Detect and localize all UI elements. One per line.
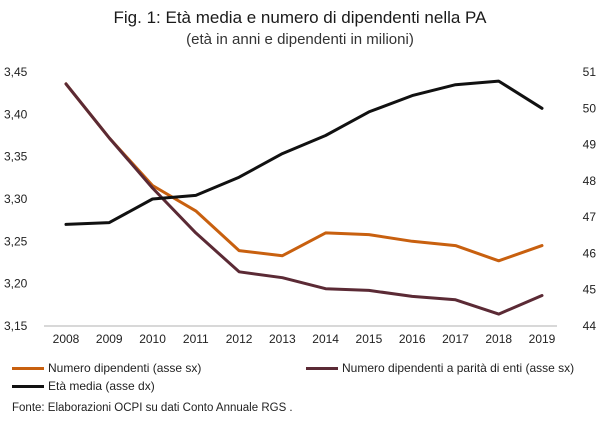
legend-item-eta-media: Età media (asse dx) (12, 379, 155, 393)
x-tick-label: 2011 (183, 332, 209, 346)
y-right-tick-label: 50 (583, 101, 597, 115)
legend-label-eta-media: Età media (asse dx) (48, 379, 155, 393)
y-left-tick-label: 3,40 (4, 107, 28, 121)
x-tick-label: 2019 (529, 332, 556, 346)
chart-axes: 2008 2009 2010 2011 2012 2013 2014 2015 2016 2017… (4, 65, 596, 346)
y-right-tick-label: 45 (583, 283, 597, 297)
y-right-tick-label: 49 (583, 138, 597, 152)
chart-subtitle: (età in anni e dipendenti in milioni) (186, 31, 414, 48)
series-line-2 (64, 79, 544, 226)
legend-swatch-parita-enti (306, 366, 338, 370)
y-right-tick-label: 44 (583, 319, 597, 333)
x-tick-label: 2014 (312, 332, 339, 346)
x-tick-label: 2009 (96, 332, 123, 346)
y-left-tick-label: 3,35 (4, 150, 28, 164)
y-right-tick-label: 46 (583, 246, 597, 260)
legend-swatch-eta-media (12, 384, 44, 388)
legend-label-parita-enti: Numero dipendenti a parità di enti (asse… (342, 361, 575, 375)
legend-swatch-numero-dipendenti (12, 366, 44, 370)
y-left-tick-label: 3,15 (4, 319, 28, 333)
x-tick-label: 2018 (485, 332, 512, 346)
x-tick-label: 2016 (399, 332, 426, 346)
legend-label-numero-dipendenti: Numero dipendenti (asse sx) (48, 361, 202, 375)
legend-item-numero-dipendenti: Numero dipendenti (asse sx) (12, 361, 201, 375)
chart-series (64, 79, 544, 316)
x-tick-label: 2013 (269, 332, 296, 346)
y-right-tick-label: 51 (583, 65, 597, 79)
source-note: Fonte: Elaborazioni OCPI su dati Conto A… (12, 402, 293, 414)
x-tick-label: 2008 (53, 332, 80, 346)
x-tick-label: 2012 (226, 332, 253, 346)
x-tick-label: 2010 (139, 332, 166, 346)
series-line-1 (64, 82, 544, 316)
y-left-tick-label: 3,30 (4, 192, 28, 206)
x-tick-label: 2017 (442, 332, 469, 346)
legend-item-parita-enti: Numero dipendenti a parità di enti (asse… (306, 361, 574, 375)
y-right-tick-label: 48 (583, 174, 597, 188)
x-tick-label: 2015 (356, 332, 383, 346)
y-left-tick-label: 3,25 (4, 234, 28, 248)
y-left-tick-label: 3,45 (4, 65, 28, 79)
chart-title: Fig. 1: Età media e numero di dipendenti… (113, 8, 487, 27)
line-chart: 2008 2009 2010 2011 2012 2013 2014 2015 2016 2017… (4, 65, 596, 346)
y-left-tick-label: 3,20 (4, 277, 28, 291)
y-right-tick-label: 47 (583, 210, 597, 224)
